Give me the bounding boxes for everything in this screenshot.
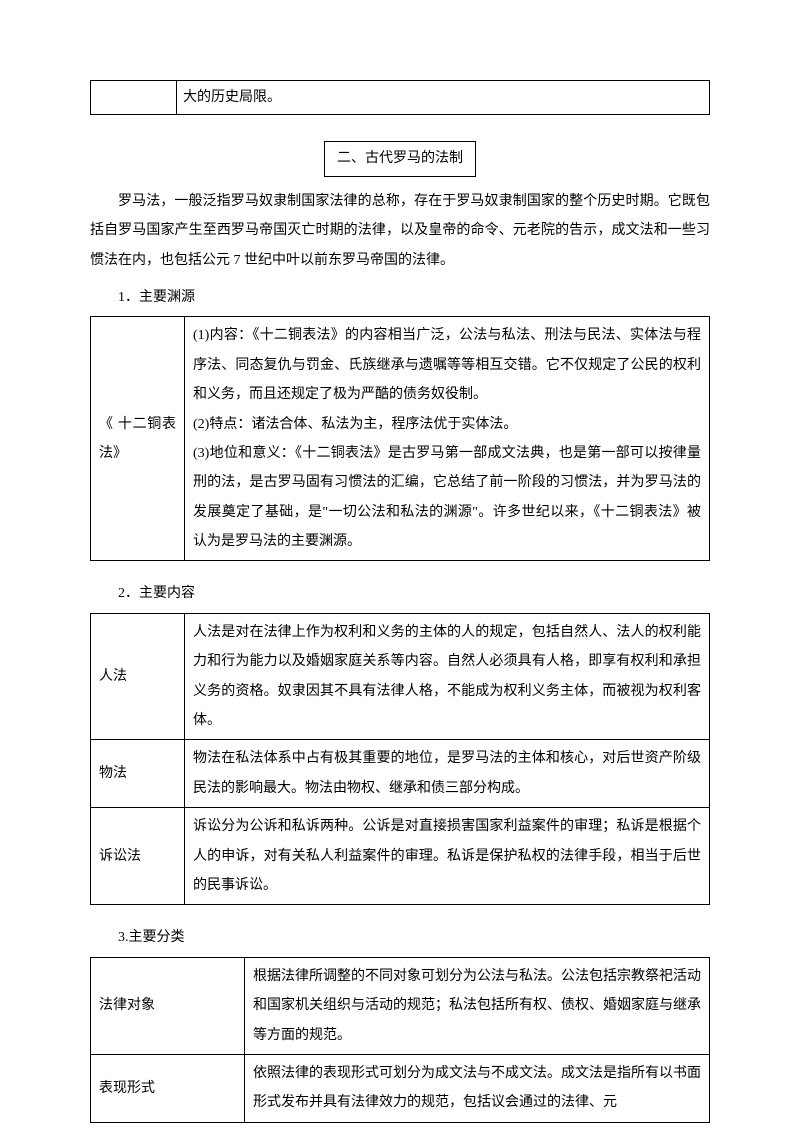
- table-row: 诉讼法诉讼分为公诉和私诉两种。公诉是对直接损害国家利益案件的审理；私诉是根据个人…: [91, 808, 710, 905]
- s1-content: (1)内容：《十二铜表法》的内容相当广泛，公法与私法、刑法与民法、实体法与程序法…: [185, 317, 710, 561]
- s1-content-line: (2)特点：诸法合体、私法为主，程序法优于实体法。: [193, 410, 701, 439]
- top-fragment-right-cell: 大的历史局限。: [177, 81, 710, 115]
- table-row: 表现形式依照法律的表现形式可划分为成文法与不成文法。成文法是指所有以书面形式发布…: [91, 1054, 710, 1122]
- section-title: 二、古代罗马的法制: [324, 141, 476, 176]
- s3-row-content: 依照法律的表现形式可划分为成文法与不成文法。成文法是指所有以书面形式发布并具有法…: [245, 1054, 710, 1122]
- table-row: 物法物法在私法体系中占有极其重要的地位，是罗马法的主体和核心，对后世资产阶级民法…: [91, 740, 710, 808]
- s1-table: 《 十二铜表法》 (1)内容：《十二铜表法》的内容相当广泛，公法与私法、刑法与民…: [90, 316, 710, 561]
- intro-paragraph: 罗马法，一般泛指罗马奴隶制国家法律的总称，存在于罗马奴隶制国家的整个历史时期。它…: [90, 187, 710, 275]
- table-row: 《 十二铜表法》 (1)内容：《十二铜表法》的内容相当广泛，公法与私法、刑法与民…: [91, 317, 710, 561]
- table-row: 人法人法是对在法律上作为权利和义务的主体的人的规定，包括自然人、法人的权利能力和…: [91, 613, 710, 740]
- s2-row-label: 物法: [91, 740, 185, 808]
- table-row: 法律对象根据法律所调整的不同对象可划分为公法与私法。公法包括宗教祭祀活动和国家机…: [91, 957, 710, 1054]
- s2-table: 人法人法是对在法律上作为权利和义务的主体的人的规定，包括自然人、法人的权利能力和…: [90, 613, 710, 906]
- s2-row-label: 人法: [91, 613, 185, 740]
- s2-row-content: 人法是对在法律上作为权利和义务的主体的人的规定，包括自然人、法人的权利能力和行为…: [185, 613, 710, 740]
- s3-table: 法律对象根据法律所调整的不同对象可划分为公法与私法。公法包括宗教祭祀活动和国家机…: [90, 957, 710, 1123]
- s3-row-label: 表现形式: [91, 1054, 245, 1122]
- s1-label: 《 十二铜表法》: [91, 317, 185, 561]
- s3-heading: 3.主要分类: [90, 923, 710, 952]
- top-fragment-text: 大的历史局限。: [183, 90, 281, 105]
- top-fragment-left-cell: [91, 81, 177, 115]
- s2-heading: 2．主要内容: [90, 579, 710, 608]
- s2-row-content: 诉讼分为公诉和私诉两种。公诉是对直接损害国家利益案件的审理；私诉是根据个人的申诉…: [185, 808, 710, 905]
- s1-heading: 1．主要渊源: [90, 283, 710, 312]
- s3-row-label: 法律对象: [91, 957, 245, 1054]
- top-fragment-table: 大的历史局限。: [90, 80, 710, 115]
- section-title-wrap: 二、古代罗马的法制: [90, 141, 710, 186]
- s2-row-label: 诉讼法: [91, 808, 185, 905]
- s3-row-content: 根据法律所调整的不同对象可划分为公法与私法。公法包括宗教祭祀活动和国家机关组织与…: [245, 957, 710, 1054]
- s1-content-line: (3)地位和意义：《十二铜表法》是古罗马第一部成文法典，也是第一部可以按律量刑的…: [193, 439, 701, 557]
- s1-content-line: (1)内容：《十二铜表法》的内容相当广泛，公法与私法、刑法与民法、实体法与程序法…: [193, 321, 701, 409]
- s2-row-content: 物法在私法体系中占有极其重要的地位，是罗马法的主体和核心，对后世资产阶级民法的影…: [185, 740, 710, 808]
